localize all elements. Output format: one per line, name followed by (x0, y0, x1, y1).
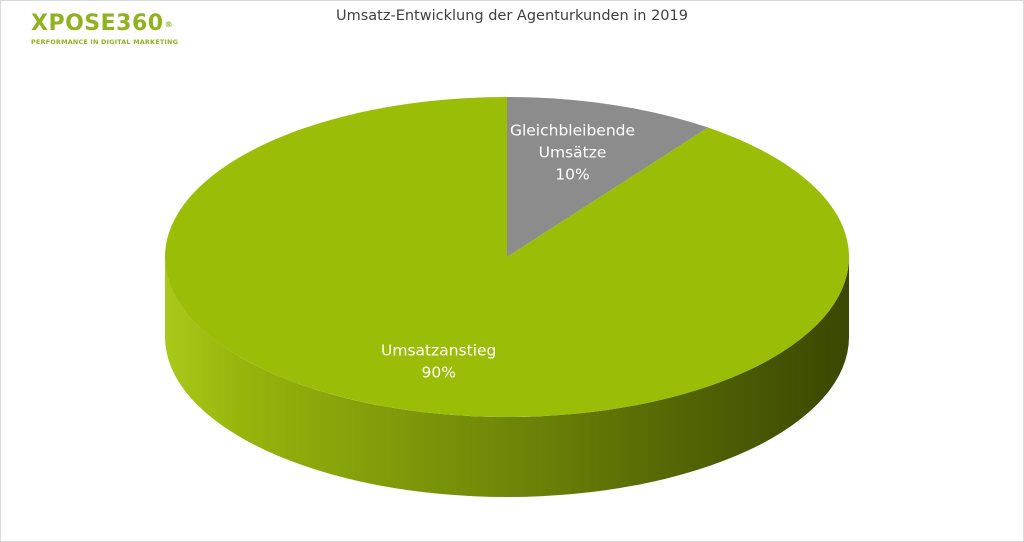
pie-wall (165, 257, 849, 497)
pie-top-face (164, 97, 849, 418)
pie-slice-1 (164, 97, 849, 418)
slice-category-label: Umsätze (539, 143, 607, 161)
slice-value-label: 10% (555, 165, 589, 183)
brand-logo: XPOSE360® PERFORMANCE IN DIGITAL MARKETI… (31, 11, 179, 47)
slice-category-label: Gleichbleibende (510, 121, 635, 139)
chart-title: Umsatz-Entwicklung der Agenturkunden in … (336, 8, 688, 24)
pie-slice-0 (507, 97, 709, 257)
pie-labels: Gleichbleibende Umsätze 10% Umsatzanstieg 90… (381, 121, 635, 381)
slice-value-label: 90% (421, 364, 455, 382)
logo-wordmark: XPOSE360® (31, 11, 174, 36)
pie-side-wall (165, 257, 849, 497)
registered-mark: ® (164, 20, 174, 29)
logo-tagline: PERFORMANCE IN DIGITAL MARKETING (31, 38, 179, 46)
slice-category-label: Umsatzanstieg (381, 342, 496, 360)
